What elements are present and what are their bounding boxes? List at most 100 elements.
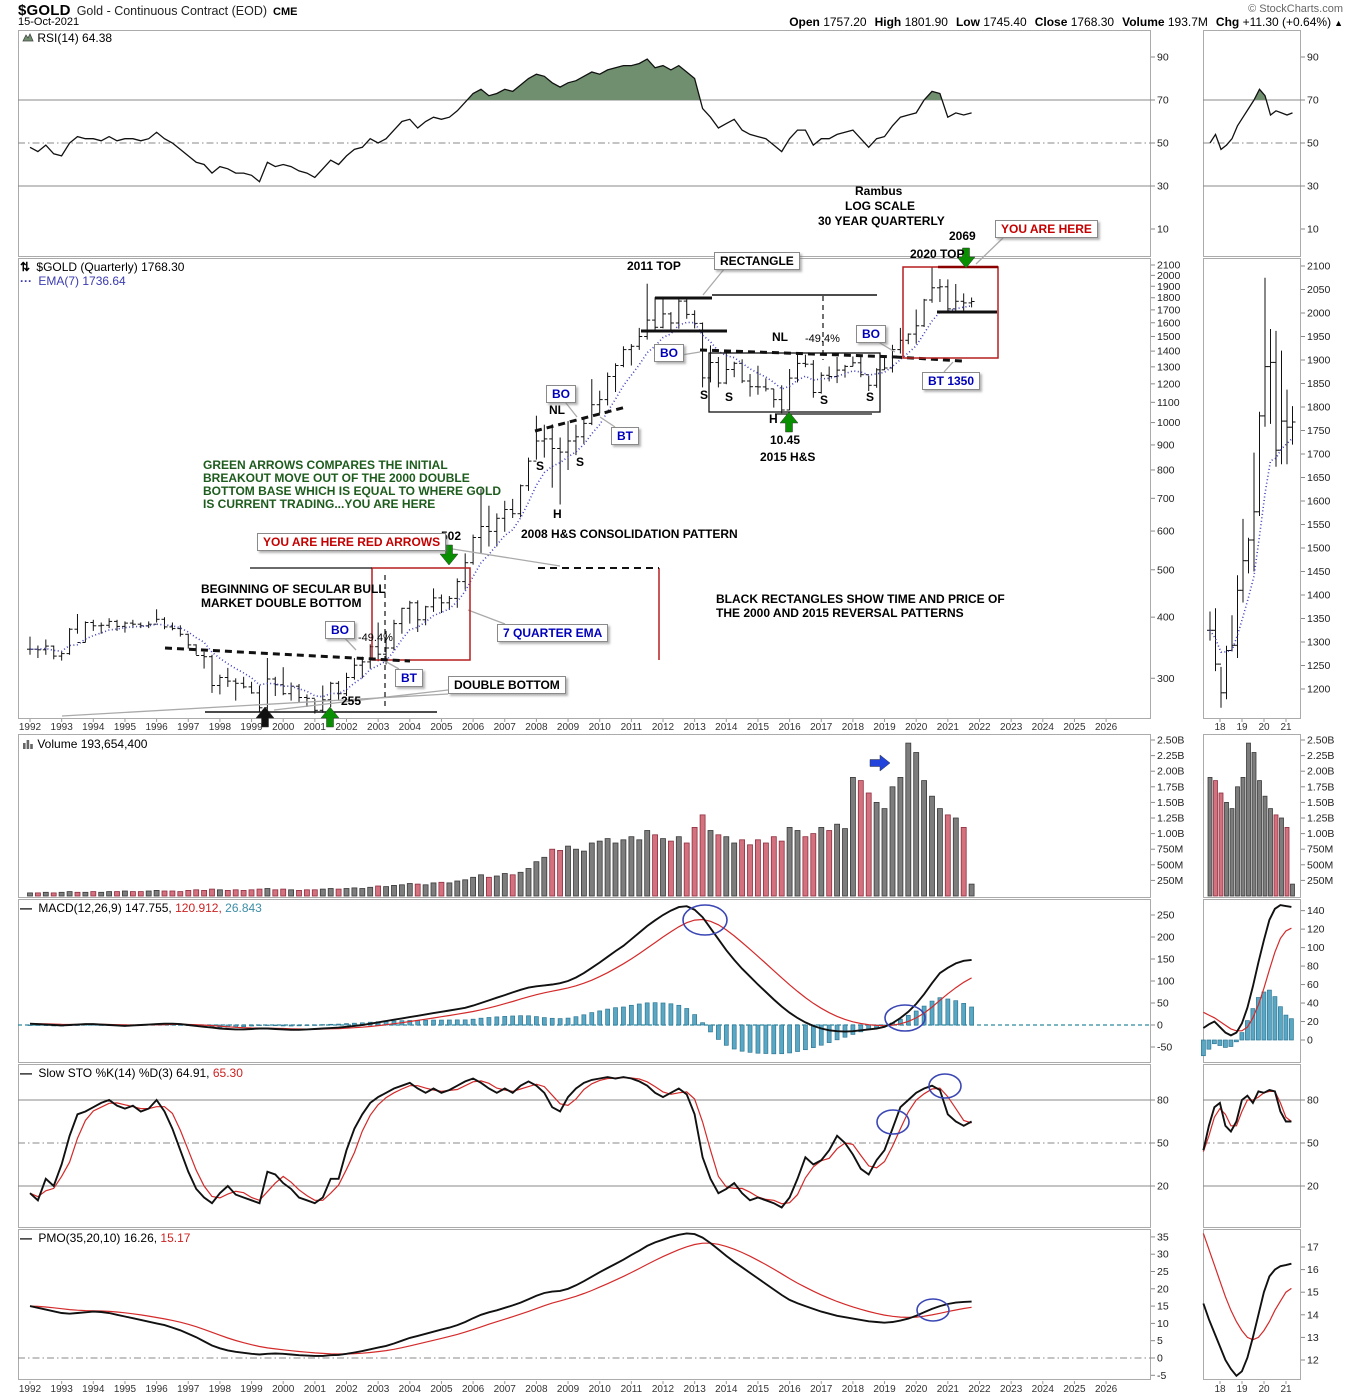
annotation-text: NL [549,403,565,417]
callout-box: RECTANGLE [714,252,800,270]
svg-text:2050: 2050 [1307,284,1331,296]
pmo-label: PMO(35,20,10) 16.26, [38,1231,158,1245]
svg-text:1995: 1995 [114,722,137,733]
svg-text:2005: 2005 [430,722,453,733]
svg-text:2000: 2000 [1157,270,1181,282]
copyright: © StockCharts.com [1248,3,1343,15]
rsi-legend: RSI(14) 64.38 [22,31,112,45]
svg-text:2100: 2100 [1307,261,1331,273]
symbol: $GOLD [18,2,71,19]
svg-text:500M: 500M [1307,859,1333,871]
svg-text:0: 0 [1157,1353,1163,1365]
svg-text:2018: 2018 [842,1384,865,1395]
svg-text:90: 90 [1307,52,1319,64]
callout-box: BT [395,669,423,687]
svg-text:1994: 1994 [82,1384,105,1395]
pmo-legend: — PMO(35,20,10) 16.26, 15.17 [20,1231,190,1245]
svg-text:2009: 2009 [557,1384,580,1395]
svg-text:20: 20 [1258,1384,1270,1395]
svg-text:1200: 1200 [1157,378,1181,390]
svg-text:2023: 2023 [1000,1384,1023,1395]
callout-box: BT [611,427,639,445]
chart-date: 15-Oct-2021 [18,16,80,28]
ema-label: EMA(7) 1736.64 [38,274,126,288]
svg-text:50: 50 [1157,998,1169,1010]
annotation-text: S [700,388,709,402]
annotation-text: -49.4% [805,333,840,345]
svg-text:2014: 2014 [715,722,738,733]
svg-text:1996: 1996 [145,722,168,733]
svg-text:80: 80 [1307,961,1319,973]
svg-text:1950: 1950 [1307,331,1331,343]
svg-text:2006: 2006 [462,1384,485,1395]
svg-text:15: 15 [1157,1301,1169,1313]
quote-label: Volume [1122,15,1165,29]
quote-value: 1745.40 [979,15,1027,29]
svg-text:2004: 2004 [399,1384,422,1395]
svg-text:1900: 1900 [1157,281,1181,293]
quote-value: 193.7M [1164,15,1208,29]
svg-text:2011: 2011 [621,1384,643,1395]
svg-text:250: 250 [1157,910,1175,922]
svg-text:2007: 2007 [494,1384,517,1395]
annotation-text: 10.45 [770,433,801,447]
svg-text:2010: 2010 [589,722,612,733]
svg-text:2020: 2020 [905,722,928,733]
svg-text:1998: 1998 [209,1384,232,1395]
svg-text:2025: 2025 [1063,1384,1086,1395]
svg-text:50: 50 [1307,138,1319,150]
svg-text:12: 12 [1307,1355,1319,1367]
svg-text:2020: 2020 [905,1384,928,1395]
line-swatch-icon: — [20,901,32,915]
callout-box: YOU ARE HERE [995,220,1098,238]
svg-text:150: 150 [1157,954,1175,966]
svg-text:2005: 2005 [430,1384,453,1395]
quote-strip: Open 1757.20 High 1801.90 Low 1745.40 Close… [781,15,1343,29]
svg-text:2100: 2100 [1157,260,1181,272]
svg-text:35: 35 [1157,1231,1169,1243]
svg-text:2019: 2019 [873,722,896,733]
svg-text:25: 25 [1157,1266,1169,1278]
svg-text:1999: 1999 [240,722,263,733]
svg-text:2017: 2017 [810,1384,833,1395]
sto-legend: — Slow STO %K(14) %D(3) 64.91, 65.30 [20,1066,243,1080]
svg-text:2024: 2024 [1032,1384,1055,1395]
svg-text:1400: 1400 [1307,590,1331,602]
svg-text:1650: 1650 [1307,472,1331,484]
svg-text:2024: 2024 [1032,722,1055,733]
rsi-label: RSI(14) 64.38 [37,31,113,45]
svg-text:1300: 1300 [1157,361,1181,373]
svg-text:1997: 1997 [177,722,200,733]
quote-value: +11.30 (+0.64%) [1239,15,1332,29]
svg-text:2000: 2000 [272,1384,295,1395]
svg-text:2012: 2012 [652,1384,675,1395]
callout-box: BO [856,325,886,343]
svg-text:140: 140 [1307,905,1325,917]
svg-text:600: 600 [1157,526,1175,538]
annotation-text: BREAKOUT MOVE OUT OF THE 2000 DOUBLE [203,471,470,485]
macd-panel-mini [1203,899,1301,1063]
svg-text:700: 700 [1157,493,1175,505]
macd-hist-value: 26.843 [225,901,262,915]
svg-text:2.50B: 2.50B [1157,735,1184,747]
macd-legend: — MACD(12,26,9) 147.755, 120.912, 26.843 [20,901,262,915]
svg-text:2011: 2011 [621,722,643,733]
callout-box: BO [546,385,576,403]
svg-text:30: 30 [1157,181,1169,193]
svg-text:15: 15 [1307,1287,1319,1299]
svg-text:19: 19 [1236,1384,1248,1395]
price-panel-main [18,258,1151,719]
svg-text:1.50B: 1.50B [1157,797,1184,809]
svg-text:1999: 1999 [240,1384,263,1395]
price-panel-mini [1203,258,1301,719]
volume-bars-icon [22,737,34,751]
svg-text:2.00B: 2.00B [1157,766,1184,778]
svg-text:1.75B: 1.75B [1157,781,1184,793]
svg-text:2026: 2026 [1095,722,1118,733]
svg-text:2014: 2014 [715,1384,738,1395]
svg-text:900: 900 [1157,439,1175,451]
svg-text:1450: 1450 [1307,566,1331,578]
instrument-name: Gold - Continuous Contract (EOD) [76,4,268,18]
svg-text:0: 0 [1157,1020,1163,1032]
svg-text:2013: 2013 [684,722,707,733]
